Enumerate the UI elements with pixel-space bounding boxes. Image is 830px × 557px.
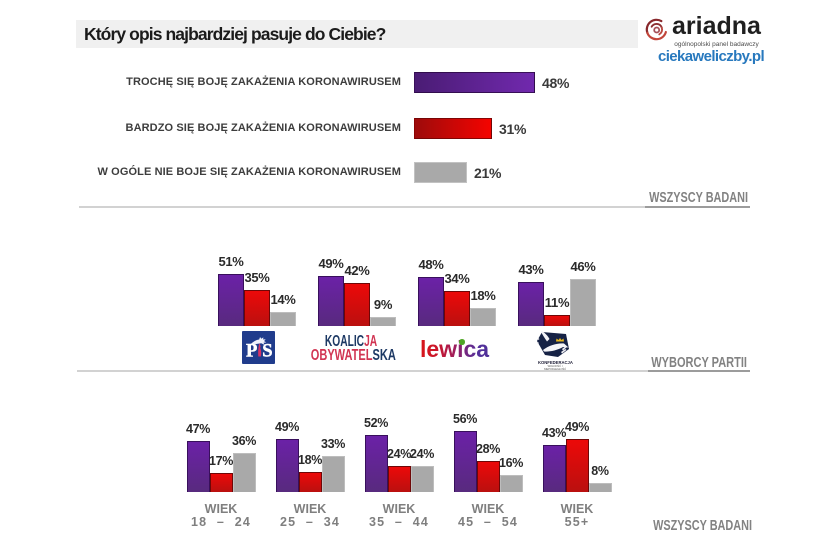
svg-text:S: S (262, 342, 272, 362)
svg-text:P: P (246, 342, 257, 362)
